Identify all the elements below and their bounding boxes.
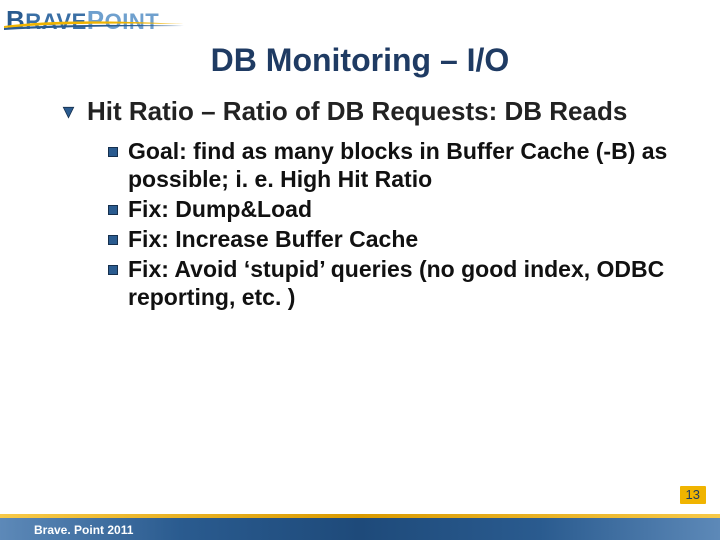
list-item-text: Fix: Dump&Load [128,195,312,223]
list-item-text: Fix: Avoid ‘stupid’ queries (no good ind… [128,255,680,311]
list-item: Fix: Dump&Load [108,195,680,223]
logo-swoosh-icon [4,20,184,30]
logo-bar: BRAVEPOINT [0,0,720,38]
level1-text: Hit Ratio – Ratio of DB Requests: DB Rea… [87,96,627,127]
list-item: Fix: Avoid ‘stupid’ queries (no good ind… [108,255,680,311]
level1-item: Hit Ratio – Ratio of DB Requests: DB Rea… [62,96,680,127]
level2-list: Goal: find as many blocks in Buffer Cach… [108,137,680,311]
footer-text: Brave. Point 2011 [34,523,133,537]
square-bullet-icon [108,235,118,245]
square-bullet-icon [108,205,118,215]
slide: BRAVEPOINT DB Monitoring – I/O Hit Ratio… [0,0,720,540]
slide-title: DB Monitoring – I/O [0,42,720,79]
list-item: Goal: find as many blocks in Buffer Cach… [108,137,680,193]
footer: Brave. Point 2011 [0,514,720,540]
list-item-text: Goal: find as many blocks in Buffer Cach… [128,137,680,193]
square-bullet-icon [108,265,118,275]
square-bullet-icon [108,147,118,157]
list-item-text: Fix: Increase Buffer Cache [128,225,418,253]
list-item: Fix: Increase Buffer Cache [108,225,680,253]
brand-logo: BRAVEPOINT [6,4,159,36]
slide-body: Hit Ratio – Ratio of DB Requests: DB Rea… [62,96,680,313]
page-number: 13 [680,486,706,504]
triangle-bullet-icon [62,106,75,119]
